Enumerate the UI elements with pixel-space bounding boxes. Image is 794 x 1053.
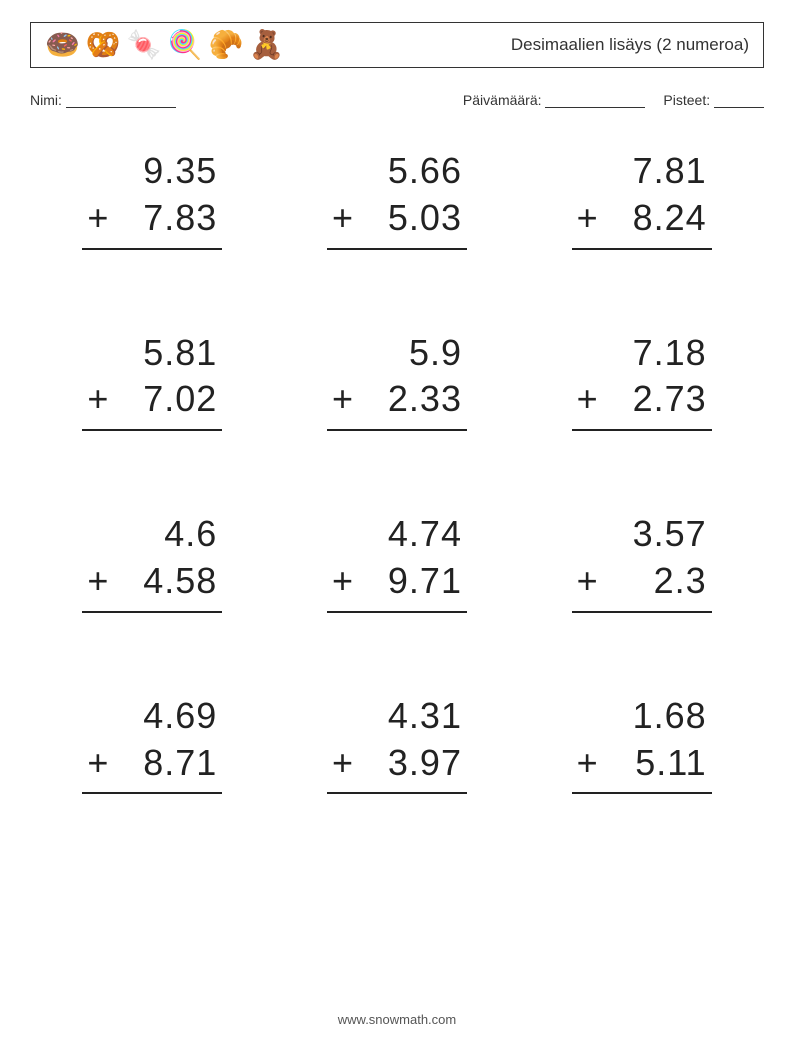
answer-rule [572,792,712,794]
problem: 5.66+5.03 [295,148,500,250]
operand-bottom-line: +9.71 [332,558,462,605]
operator: + [332,195,354,242]
operator: + [577,740,599,787]
answer-rule [572,611,712,613]
donut-icon: 🍩 [45,31,80,59]
operand-bottom-line: +3.97 [332,740,462,787]
operator: + [87,558,109,605]
croissant-icon: 🥐 [209,31,244,59]
operand-bottom: 8.71 [143,742,217,783]
operand-top: 4.6 [87,511,217,558]
operand-bottom-line: +7.83 [87,195,217,242]
operand-bottom: 9.71 [388,560,462,601]
answer-rule [572,248,712,250]
operand-top: 4.31 [332,693,462,740]
problem: 1.68+5.11 [539,693,744,795]
lollipop-icon: 🍭 [168,31,203,59]
operand-bottom: 8.24 [633,197,707,238]
score-label: Pisteet: [663,92,710,108]
answer-rule [327,611,467,613]
operand-top: 7.81 [577,148,707,195]
operand-bottom: 7.02 [143,378,217,419]
operand-bottom: 5.03 [388,197,462,238]
name-field: Nimi: [30,92,176,108]
operator: + [87,376,109,423]
operand-top: 1.68 [577,693,707,740]
operand-top: 5.81 [87,330,217,377]
problem-grid: 9.35+7.835.66+5.037.81+8.245.81+7.025.9+… [30,148,764,794]
name-label: Nimi: [30,92,62,108]
operand-bottom-line: +2.73 [577,376,707,423]
operand-bottom-line: +5.11 [577,740,707,787]
operator: + [87,195,109,242]
operand-bottom: 5.11 [635,742,706,783]
operator: + [332,558,354,605]
operand-bottom-line: +2.33 [332,376,462,423]
operand-top: 3.57 [577,511,707,558]
pretzel-icon: 🥨 [86,31,121,59]
score-blank[interactable] [714,93,764,108]
problem: 3.57+2.3 [539,511,744,613]
operator: + [332,376,354,423]
operand-top: 9.35 [87,148,217,195]
problem: 4.69+8.71 [50,693,255,795]
operand-top: 4.74 [332,511,462,558]
operator: + [577,376,599,423]
date-label: Päivämäärä: [463,92,542,108]
operand-bottom: 7.83 [143,197,217,238]
answer-rule [82,611,222,613]
answer-rule [82,792,222,794]
problem: 7.18+2.73 [539,330,744,432]
operand-bottom-line: +2.3 [577,558,707,605]
operand-bottom: 3.97 [388,742,462,783]
operand-top: 4.69 [87,693,217,740]
operator: + [577,558,599,605]
operand-bottom-line: +4.58 [87,558,217,605]
page-title: Desimaalien lisäys (2 numeroa) [511,35,749,55]
operand-bottom-line: +7.02 [87,376,217,423]
meta-row: Nimi: Päivämäärä: Pisteet: [30,92,764,108]
answer-rule [572,429,712,431]
operand-bottom-line: +5.03 [332,195,462,242]
candy-icon: 🍬 [127,31,162,59]
header-icon-row: 🍩 🥨 🍬 🍭 🥐 🧸 [45,31,284,59]
operand-bottom: 4.58 [143,560,217,601]
answer-rule [327,429,467,431]
answer-rule [82,248,222,250]
answer-rule [82,429,222,431]
operator: + [87,740,109,787]
operand-top: 7.18 [577,330,707,377]
problem: 7.81+8.24 [539,148,744,250]
operand-top: 5.66 [332,148,462,195]
operand-bottom-line: +8.71 [87,740,217,787]
answer-rule [327,248,467,250]
teddy-icon: 🧸 [249,31,284,59]
operand-bottom: 2.73 [633,378,707,419]
problem: 5.9+2.33 [295,330,500,432]
operator: + [332,740,354,787]
score-field: Pisteet: [663,92,764,108]
date-blank[interactable] [545,93,645,108]
problem: 4.74+9.71 [295,511,500,613]
header-box: 🍩 🥨 🍬 🍭 🥐 🧸 Desimaalien lisäys (2 numero… [30,22,764,68]
operand-bottom: 2.33 [388,378,462,419]
answer-rule [327,792,467,794]
operand-top: 5.9 [332,330,462,377]
problem: 4.6+4.58 [50,511,255,613]
problem: 9.35+7.83 [50,148,255,250]
problem: 4.31+3.97 [295,693,500,795]
date-field: Päivämäärä: [463,92,645,108]
name-blank[interactable] [66,93,176,108]
operator: + [577,195,599,242]
problem: 5.81+7.02 [50,330,255,432]
operand-bottom-line: +8.24 [577,195,707,242]
operand-bottom: 2.3 [654,560,707,601]
footer-url: www.snowmath.com [0,1012,794,1027]
